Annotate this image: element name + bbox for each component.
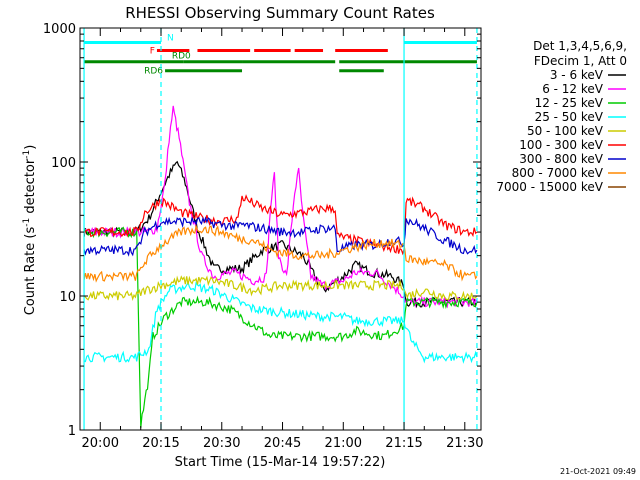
legend-title-line1: Det 1,3,4,5,6,9,: [533, 39, 627, 53]
legend-label-7: 800 - 7000 keV: [512, 166, 604, 180]
series-line-7: [83, 223, 478, 283]
legend: Det 1,3,4,5,6,9, FDecim 1, Att 0 3 - 6 k…: [496, 39, 627, 194]
attenuator-bars-layer: N F RD0 RD6: [84, 33, 477, 77]
series-layer: [83, 105, 478, 428]
y-axis-label-end: ): [23, 145, 38, 150]
x-axis-label: Start Time (15-Mar-14 19:57:22): [175, 455, 386, 470]
y-tick-label: 1: [68, 424, 76, 439]
y-axis-label-main: Count Rate (s: [23, 227, 38, 316]
legend-label-2: 12 - 25 keV: [535, 96, 604, 110]
chart-title: RHESSI Observing Summary Count Rates: [125, 4, 435, 22]
x-tick-label: 20:15: [142, 436, 179, 451]
legend-label-4: 50 - 100 keV: [527, 124, 604, 138]
footer-date: 21-Oct-2021 09:49: [560, 467, 636, 476]
series-line-4: [83, 275, 478, 302]
x-tick-label: 20:45: [264, 436, 301, 451]
legend-label-0: 3 - 6 keV: [550, 68, 604, 82]
state-bar-label-2: RD0: [172, 52, 191, 62]
x-tick-label: 20:30: [203, 436, 240, 451]
state-bar-label-3: RD6: [144, 67, 163, 77]
x-tick-label: 20:00: [82, 436, 119, 451]
x-tick-label: 21:30: [446, 436, 483, 451]
y-tick-label: 100: [51, 156, 76, 171]
series-line-6: [83, 216, 478, 257]
state-bar-label-0: N: [167, 33, 174, 43]
y-axis-label: Count Rate (s-1 detector-1): [22, 145, 38, 316]
vertical-lines-layer: [83, 28, 478, 430]
plot-frame: [79, 27, 482, 431]
y-tick-label: 1000: [43, 22, 76, 37]
y-tick-label: 10: [59, 290, 76, 305]
legend-label-8: 7000 - 15000 keV: [496, 180, 603, 194]
y-axis-label-sup1: -1: [22, 218, 32, 227]
legend-label-3: 25 - 50 keV: [535, 110, 604, 124]
state-bar-label-1: F: [150, 46, 155, 56]
legend-label-5: 100 - 300 keV: [519, 138, 603, 152]
legend-label-6: 300 - 800 keV: [519, 152, 603, 166]
legend-label-1: 6 - 12 keV: [542, 82, 604, 96]
series-line-5: [83, 194, 478, 256]
legend-title-line2: FDecim 1, Att 0: [534, 54, 627, 68]
x-tick-label: 21:00: [325, 436, 362, 451]
series-line-3: [83, 280, 478, 364]
y-axis-label-mid: detector: [23, 158, 38, 218]
series-line-2: [83, 226, 478, 428]
x-tick-label: 21:15: [385, 436, 422, 451]
axes-layer: 20:00 20:15 20:30 20:45 21:00 21:15 21:30 1 10 10…: [43, 22, 484, 451]
y-axis-label-sup2: -1: [22, 150, 32, 159]
